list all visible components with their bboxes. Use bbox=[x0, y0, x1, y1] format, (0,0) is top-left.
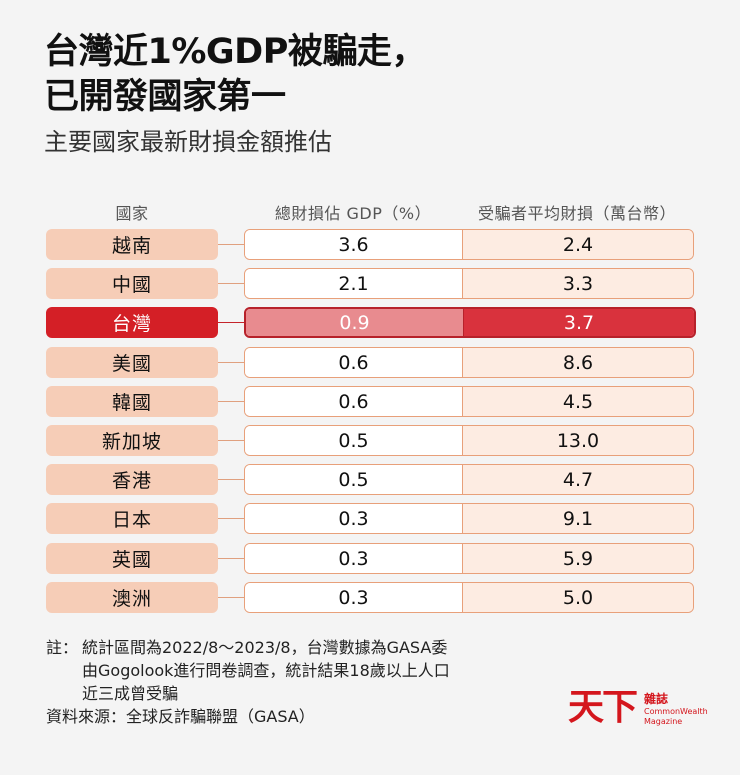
value-box: 0.6 4.5 bbox=[244, 386, 694, 417]
table-row: 台灣 0.9 3.7 bbox=[0, 307, 740, 339]
value-box: 0.3 5.0 bbox=[244, 582, 694, 613]
gdp-pct-value: 0.6 bbox=[245, 348, 463, 377]
gdp-pct-value: 0.6 bbox=[245, 387, 463, 416]
row-connector bbox=[218, 322, 244, 323]
table-row: 新加坡 0.5 13.0 bbox=[0, 425, 740, 457]
country-label: 中國 bbox=[46, 268, 218, 299]
table-row: 美國 0.6 8.6 bbox=[0, 347, 740, 379]
chart-title: 台灣近1%GDP被騙走， 已開發國家第一 bbox=[44, 30, 426, 120]
value-box: 0.5 4.7 bbox=[244, 464, 694, 495]
chart-subtitle: 主要國家最新財損金額推估 bbox=[44, 128, 332, 156]
gdp-pct-value: 0.3 bbox=[245, 544, 463, 573]
logo-main-text: 天下 bbox=[568, 687, 638, 728]
table-row: 日本 0.3 9.1 bbox=[0, 503, 740, 535]
country-label: 越南 bbox=[46, 229, 218, 260]
value-box: 0.6 8.6 bbox=[244, 347, 694, 378]
gdp-pct-value: 3.6 bbox=[245, 230, 463, 259]
gdp-pct-value: 0.5 bbox=[245, 465, 463, 494]
gdp-pct-value: 0.3 bbox=[245, 583, 463, 612]
table-row: 香港 0.5 4.7 bbox=[0, 464, 740, 496]
note-line-2: 由Gogolook進行問卷調查，統計結果18歲以上人口 bbox=[82, 661, 450, 680]
table-row: 韓國 0.6 4.5 bbox=[0, 386, 740, 418]
avg-loss-value: 3.3 bbox=[463, 269, 693, 298]
note-line-1: 統計區間為2022/8～2023/8，台灣數據為GASA委 bbox=[82, 638, 448, 657]
value-box: 0.3 5.9 bbox=[244, 543, 694, 574]
footnote: 註： 統計區間為2022/8～2023/8，台灣數據為GASA委 由Gogolo… bbox=[46, 636, 450, 728]
country-label: 美國 bbox=[46, 347, 218, 378]
logo-zh-text: 雜誌 bbox=[644, 692, 669, 706]
avg-loss-value: 4.7 bbox=[463, 465, 693, 494]
country-label: 新加坡 bbox=[46, 425, 218, 456]
avg-loss-value: 13.0 bbox=[463, 426, 693, 455]
note-line-3: 近三成曾受騙 bbox=[82, 684, 179, 703]
row-connector bbox=[218, 518, 244, 519]
avg-loss-value: 2.4 bbox=[463, 230, 693, 259]
title-line-2: 已開發國家第一 bbox=[44, 77, 286, 117]
table-row: 越南 3.6 2.4 bbox=[0, 229, 740, 261]
note-label: 註： bbox=[46, 638, 79, 657]
gdp-pct-value: 0.3 bbox=[245, 504, 463, 533]
country-label: 日本 bbox=[46, 503, 218, 534]
row-connector bbox=[218, 440, 244, 441]
value-box: 0.3 9.1 bbox=[244, 503, 694, 534]
row-connector bbox=[218, 479, 244, 480]
row-connector bbox=[218, 597, 244, 598]
avg-loss-value: 4.5 bbox=[463, 387, 693, 416]
table-row: 英國 0.3 5.9 bbox=[0, 543, 740, 575]
data-table: 越南 3.6 2.4 中國 2.1 3.3 台灣 0.9 3.7 美國 0.6 8.6 韓國 0.6 4.5… bbox=[0, 229, 740, 614]
title-line-1: 台灣近1%GDP被騙走， bbox=[44, 32, 426, 72]
row-connector bbox=[218, 362, 244, 363]
row-connector bbox=[218, 401, 244, 402]
gdp-pct-value: 0.5 bbox=[245, 426, 463, 455]
source-line: 資料來源：全球反詐騙聯盟（GASA） bbox=[46, 707, 315, 726]
country-label: 英國 bbox=[46, 543, 218, 574]
value-box: 3.6 2.4 bbox=[244, 229, 694, 260]
commonwealth-logo: 天下 雜誌 CommonWealth Magazine bbox=[568, 686, 718, 736]
table-row: 中國 2.1 3.3 bbox=[0, 268, 740, 300]
country-label: 香港 bbox=[46, 464, 218, 495]
avg-loss-value: 5.0 bbox=[463, 583, 693, 612]
table-row: 澳洲 0.3 5.0 bbox=[0, 582, 740, 614]
logo-en-line-2: Magazine bbox=[644, 717, 683, 726]
row-connector bbox=[218, 244, 244, 245]
logo-en-line-1: CommonWealth bbox=[644, 707, 708, 716]
column-header-country: 國家 bbox=[115, 204, 149, 223]
row-connector bbox=[218, 283, 244, 284]
gdp-pct-value: 0.9 bbox=[246, 309, 464, 336]
country-label: 台灣 bbox=[46, 307, 218, 338]
avg-loss-value: 9.1 bbox=[463, 504, 693, 533]
avg-loss-value: 3.7 bbox=[464, 309, 694, 336]
value-box: 0.5 13.0 bbox=[244, 425, 694, 456]
value-box: 0.9 3.7 bbox=[244, 307, 696, 338]
country-label: 澳洲 bbox=[46, 582, 218, 613]
row-connector bbox=[218, 558, 244, 559]
country-label: 韓國 bbox=[46, 386, 218, 417]
column-header-avg-loss: 受騙者平均財損（萬台幣） bbox=[477, 204, 676, 223]
avg-loss-value: 5.9 bbox=[463, 544, 693, 573]
value-box: 2.1 3.3 bbox=[244, 268, 694, 299]
avg-loss-value: 8.6 bbox=[463, 348, 693, 377]
column-header-gdp: 總財損佔 GDP（%） bbox=[274, 204, 432, 223]
gdp-pct-value: 2.1 bbox=[245, 269, 463, 298]
